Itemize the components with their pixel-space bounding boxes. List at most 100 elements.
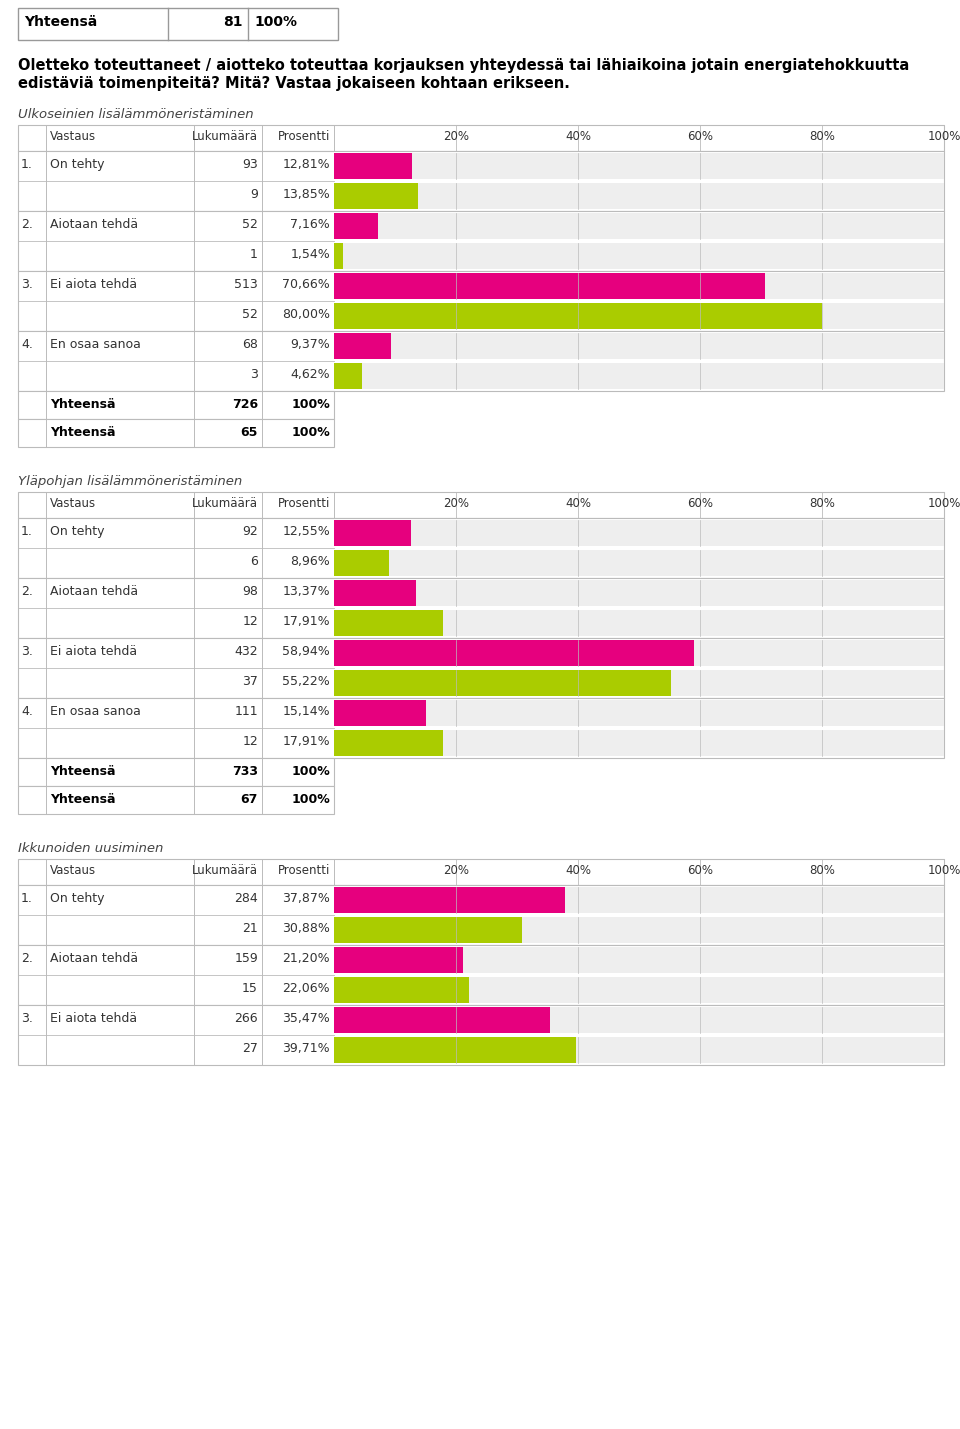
Text: Ei aiota tehdä: Ei aiota tehdä [50, 1012, 137, 1025]
Text: En osaa sanoa: En osaa sanoa [50, 339, 141, 352]
Text: 21,20%: 21,20% [282, 952, 330, 965]
Text: 2.: 2. [21, 584, 33, 597]
Text: 15: 15 [242, 982, 258, 995]
Bar [18, 859, 944, 885]
Text: 1: 1 [251, 249, 258, 262]
Bar [334, 1037, 944, 1063]
Bar [334, 520, 411, 546]
Text: 52: 52 [242, 219, 258, 231]
Bar [334, 977, 468, 1003]
Bar [18, 697, 944, 757]
Text: Yhteensä: Yhteensä [50, 426, 115, 439]
Bar [334, 700, 944, 726]
Text: 3.: 3. [21, 279, 33, 292]
Text: 3: 3 [251, 369, 258, 382]
Text: Vastaus: Vastaus [50, 130, 96, 143]
Bar [334, 333, 944, 359]
Bar [334, 303, 822, 329]
Text: 98: 98 [242, 584, 258, 597]
Bar [334, 1037, 576, 1063]
Bar [334, 947, 944, 973]
Bar [334, 363, 362, 389]
Text: On tehty: On tehty [50, 159, 105, 171]
Bar [334, 947, 464, 973]
Text: 1.: 1. [21, 892, 33, 905]
Bar [18, 786, 334, 815]
Bar [334, 580, 416, 606]
Text: Aiotaan tehdä: Aiotaan tehdä [50, 584, 138, 597]
Text: 58,94%: 58,94% [282, 644, 330, 657]
Text: 8,96%: 8,96% [290, 554, 330, 567]
Bar [334, 1007, 550, 1033]
Bar [334, 213, 377, 239]
Text: Ei aiota tehdä: Ei aiota tehdä [50, 279, 137, 292]
Bar [334, 550, 944, 576]
Text: 40%: 40% [565, 865, 591, 877]
Text: 9,37%: 9,37% [290, 339, 330, 352]
Text: Oletteko toteuttaneet / aiotteko toteuttaa korjauksen yhteydessä tai lähiaikoina: Oletteko toteuttaneet / aiotteko toteutt… [18, 59, 909, 73]
Text: 284: 284 [234, 892, 258, 905]
Bar [334, 243, 944, 269]
Text: 17,91%: 17,91% [282, 735, 330, 747]
Text: 13,37%: 13,37% [282, 584, 330, 597]
Text: 12,55%: 12,55% [282, 524, 330, 537]
Bar [334, 977, 944, 1003]
Text: 55,22%: 55,22% [282, 674, 330, 687]
Text: 100%: 100% [927, 497, 960, 510]
Bar [18, 151, 944, 211]
Text: Yhteensä: Yhteensä [50, 765, 115, 777]
Text: 60%: 60% [687, 130, 713, 143]
Text: Yläpohjan lisälämmöneristäminen: Yläpohjan lisälämmöneristäminen [18, 474, 242, 487]
Bar [18, 211, 944, 272]
Text: Vastaus: Vastaus [50, 497, 96, 510]
Bar [334, 610, 444, 636]
Bar [18, 945, 944, 1005]
Text: 65: 65 [241, 426, 258, 439]
Bar [18, 392, 334, 419]
Bar [334, 640, 693, 666]
Text: 81: 81 [224, 14, 243, 29]
Bar [334, 670, 944, 696]
Text: 266: 266 [234, 1012, 258, 1025]
Text: 7,16%: 7,16% [290, 219, 330, 231]
Text: 17,91%: 17,91% [282, 614, 330, 627]
Text: 67: 67 [241, 793, 258, 806]
Text: 111: 111 [234, 704, 258, 717]
Text: 80%: 80% [809, 865, 835, 877]
Bar [334, 917, 522, 943]
Text: 12: 12 [242, 735, 258, 747]
Text: 30,88%: 30,88% [282, 922, 330, 935]
Text: 6: 6 [251, 554, 258, 567]
Bar [18, 1005, 944, 1065]
Text: 40%: 40% [565, 130, 591, 143]
Text: Prosentti: Prosentti [277, 865, 330, 877]
Text: 68: 68 [242, 339, 258, 352]
Text: 726: 726 [232, 399, 258, 412]
Bar [334, 550, 389, 576]
Text: 22,06%: 22,06% [282, 982, 330, 995]
Text: 100%: 100% [927, 865, 960, 877]
Text: 513: 513 [234, 279, 258, 292]
Text: 3.: 3. [21, 1012, 33, 1025]
Text: 80,00%: 80,00% [282, 309, 330, 322]
Text: 35,47%: 35,47% [282, 1012, 330, 1025]
Bar [18, 637, 944, 697]
Text: Aiotaan tehdä: Aiotaan tehdä [50, 219, 138, 231]
Text: Lukumäärä: Lukumäärä [192, 865, 258, 877]
Bar [334, 243, 344, 269]
Text: Yhteensä: Yhteensä [50, 793, 115, 806]
Text: 4.: 4. [21, 339, 33, 352]
Bar [334, 520, 944, 546]
Bar [334, 580, 944, 606]
Text: Yhteensä: Yhteensä [50, 399, 115, 412]
Text: 15,14%: 15,14% [282, 704, 330, 717]
Text: 37,87%: 37,87% [282, 892, 330, 905]
Text: Ei aiota tehdä: Ei aiota tehdä [50, 644, 137, 657]
Text: 4,62%: 4,62% [290, 369, 330, 382]
Text: 12: 12 [242, 614, 258, 627]
Text: 21: 21 [242, 922, 258, 935]
Bar [334, 273, 765, 299]
Bar [334, 153, 412, 179]
Bar [334, 700, 426, 726]
Text: 1.: 1. [21, 159, 33, 171]
